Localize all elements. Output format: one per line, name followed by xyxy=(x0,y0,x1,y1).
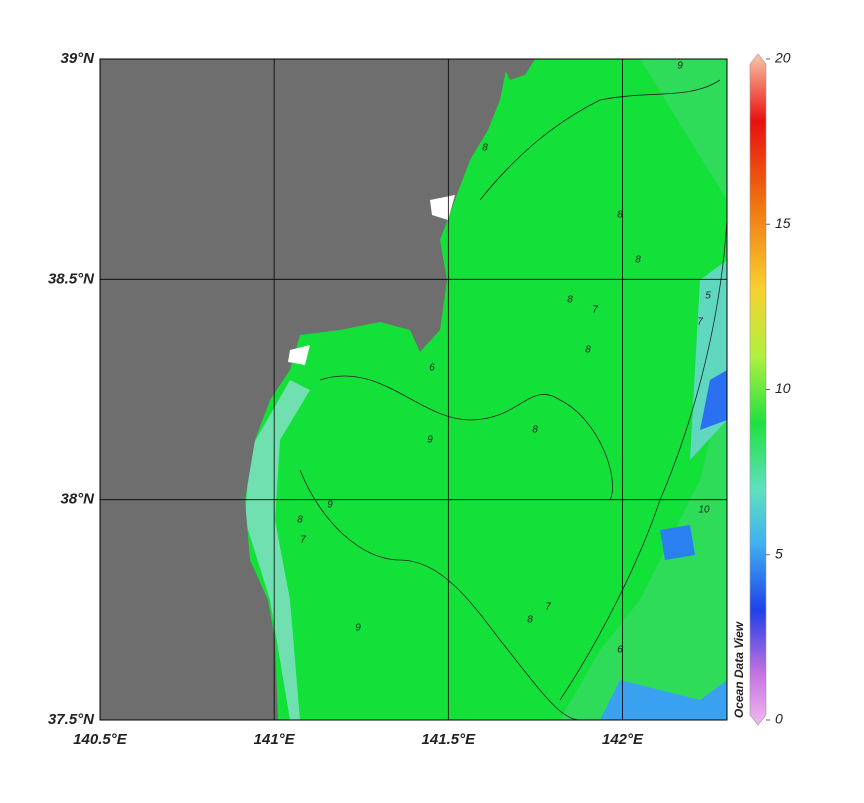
contour-label: 6 xyxy=(429,363,435,374)
colorbar-tick-label: 20 xyxy=(774,50,791,66)
land xyxy=(500,59,535,80)
credit: Ocean Data View xyxy=(732,621,746,718)
colorbar xyxy=(749,53,767,726)
ocean-patch xyxy=(660,525,695,560)
contour-label: 8 xyxy=(297,515,303,526)
contour-label: 9 xyxy=(677,61,683,72)
y-tick-label: 38°N xyxy=(60,491,95,508)
contour-label: 7 xyxy=(300,535,306,546)
contour xyxy=(319,375,613,501)
contour xyxy=(559,219,727,701)
y-tick-label: 37.5°N xyxy=(48,711,95,728)
map-area xyxy=(100,59,727,720)
contour-label: 8 xyxy=(532,425,538,436)
contour-label: 8 xyxy=(527,615,533,626)
contour-label: 10 xyxy=(698,505,710,516)
colorbar-tick-label: 0 xyxy=(775,711,783,727)
no-data xyxy=(288,195,455,365)
contour-label: 8 xyxy=(567,295,573,306)
x-tick-label: 140.5°E xyxy=(73,731,128,748)
contour xyxy=(299,469,581,720)
ocean-patch xyxy=(700,370,727,430)
contour xyxy=(479,79,721,201)
x-tick-label: 141.5°E xyxy=(422,731,477,748)
contour-label: 7 xyxy=(545,602,551,613)
x-tick-label: 142°E xyxy=(602,731,644,748)
y-tick-label: 38.5°N xyxy=(48,270,95,287)
coastal-water xyxy=(245,380,310,720)
contour-label: 8 xyxy=(617,210,623,221)
contour-label: 9 xyxy=(427,435,433,446)
colorbar-tick-label: 10 xyxy=(775,380,791,396)
contour-label: 7 xyxy=(697,317,703,328)
ocean-patch xyxy=(600,680,727,720)
contour-label: 8 xyxy=(585,345,591,356)
y-tick-label: 39°N xyxy=(60,50,95,67)
contour-label: 9 xyxy=(355,623,361,634)
contour-label: 6 xyxy=(617,645,623,656)
colorbar-tick-label: 15 xyxy=(775,215,791,231)
contour-label: 8 xyxy=(635,255,641,266)
contour-label: 7 xyxy=(592,305,598,316)
map-frame xyxy=(99,58,728,721)
contour-label: 5 xyxy=(705,291,711,302)
land xyxy=(100,59,506,720)
colorbar-tick-label: 5 xyxy=(775,545,783,561)
x-tick-label: 141°E xyxy=(254,731,296,748)
contour-label: 9 xyxy=(327,500,333,511)
contour-label: 8 xyxy=(482,143,488,154)
